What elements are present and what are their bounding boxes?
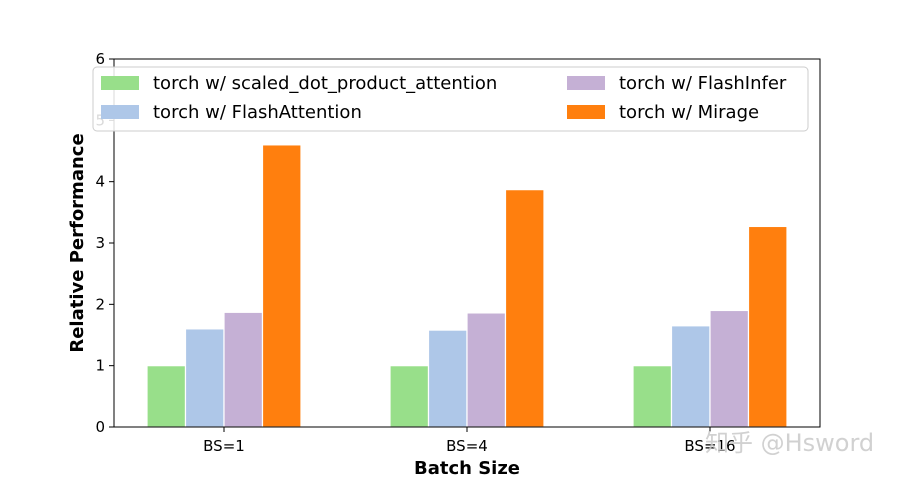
bar-torch-w-flashinfer-bs16	[709, 309, 750, 428]
x-axis: BS=1 BS=4 BS=16	[203, 427, 736, 455]
legend-swatch	[567, 76, 605, 90]
bar-torch-w-scaled-dot-product-attention-bs16	[632, 365, 673, 428]
bar-torch-w-flashattention-bs1	[184, 328, 225, 428]
y-tick-label: 4	[95, 173, 105, 191]
legend-label: torch w/ FlashInfer	[619, 73, 787, 94]
bar-torch-w-mirage-bs1	[261, 144, 302, 428]
y-axis-title: Relative Performance	[67, 133, 88, 352]
legend-frame	[92, 66, 809, 132]
bars-layer	[146, 144, 788, 428]
bar-torch-w-mirage-bs4	[504, 189, 545, 428]
y-tick-label: 3	[95, 234, 105, 252]
x-axis-title: Batch Size	[414, 458, 520, 479]
legend-label: torch w/ scaled_dot_product_attention	[153, 73, 497, 94]
bar-torch-w-flashinfer-bs4	[466, 312, 507, 428]
bar-torch-w-flashattention-bs16	[670, 325, 711, 428]
legend-swatch	[567, 105, 605, 119]
bar-torch-w-flashinfer-bs1	[223, 311, 264, 428]
watermark-text: 知乎 @Hsword	[705, 429, 874, 457]
bar-torch-w-scaled-dot-product-attention-bs4	[389, 365, 430, 428]
y-tick-label: 6	[95, 50, 105, 68]
x-tick-label: BS=4	[446, 437, 488, 455]
bar-torch-w-mirage-bs16	[747, 225, 788, 428]
y-tick-label: 1	[95, 357, 105, 375]
legend-swatch	[101, 76, 139, 90]
legend-swatch	[101, 105, 139, 119]
y-tick-label: 2	[95, 295, 105, 313]
legend-label: torch w/ FlashAttention	[153, 102, 362, 123]
y-tick-label: 0	[95, 418, 105, 436]
bar-torch-w-flashattention-bs4	[427, 329, 468, 428]
bar-torch-w-scaled-dot-product-attention-bs1	[146, 365, 187, 428]
x-tick-label: BS=16	[684, 437, 735, 455]
x-tick-label: BS=1	[203, 437, 245, 455]
legend: torch w/ scaled_dot_product_attentiontor…	[92, 66, 809, 132]
legend-label: torch w/ Mirage	[619, 102, 759, 123]
